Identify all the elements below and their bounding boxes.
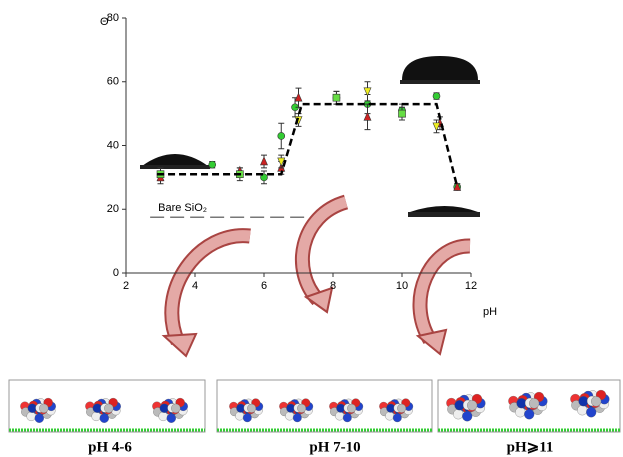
protein-atom bbox=[347, 403, 357, 413]
panel-label: pH⩾11 bbox=[507, 439, 554, 455]
protein-atom bbox=[99, 413, 109, 423]
protein-atom bbox=[285, 411, 295, 421]
arrow-head bbox=[303, 286, 334, 314]
arrow bbox=[296, 196, 348, 304]
protein-atom bbox=[335, 411, 345, 421]
point bbox=[260, 173, 268, 182]
y-tick-label: 0 bbox=[113, 267, 119, 279]
protein-atom bbox=[397, 403, 407, 413]
protein-atom bbox=[242, 413, 252, 423]
y-tick-label: 80 bbox=[107, 12, 119, 24]
protein-atom bbox=[467, 400, 478, 411]
droplets bbox=[140, 56, 480, 217]
x-tick-label: 4 bbox=[192, 280, 198, 292]
point bbox=[432, 92, 441, 100]
protein-atom bbox=[342, 413, 352, 423]
arrow-head bbox=[161, 332, 198, 358]
y-tick-label: 40 bbox=[107, 139, 119, 151]
protein-atom bbox=[158, 411, 168, 422]
point bbox=[277, 157, 286, 167]
point bbox=[453, 181, 462, 191]
protein-atom bbox=[91, 411, 101, 422]
point bbox=[260, 156, 268, 166]
point bbox=[398, 109, 406, 118]
point bbox=[332, 93, 341, 102]
panel-label: pH 7-10 bbox=[309, 439, 360, 455]
point bbox=[363, 87, 372, 97]
plot-frame bbox=[125, 18, 471, 274]
protein-atom bbox=[529, 398, 540, 409]
arrow bbox=[164, 228, 251, 346]
panel-label: pH 4-6 bbox=[88, 439, 132, 455]
y-tick-label: 60 bbox=[107, 76, 119, 88]
arrow bbox=[414, 240, 471, 343]
reference-label: Bare SiO₂ bbox=[158, 202, 207, 214]
protein-atom bbox=[515, 407, 526, 418]
protein-atom bbox=[462, 411, 473, 422]
protein-atom bbox=[247, 403, 257, 413]
protein-atom bbox=[34, 413, 44, 423]
protein-atom bbox=[171, 403, 181, 413]
protein-atom bbox=[235, 411, 245, 421]
substrate bbox=[140, 165, 210, 169]
droplet bbox=[410, 206, 478, 212]
protein-atom bbox=[292, 413, 302, 423]
protein-panels bbox=[8, 379, 621, 433]
protein-atom bbox=[453, 409, 464, 420]
point bbox=[432, 122, 441, 132]
protein-atom bbox=[39, 403, 49, 413]
point bbox=[294, 92, 303, 102]
protein-atom bbox=[166, 413, 176, 423]
droplet bbox=[402, 56, 478, 80]
protein-atom bbox=[591, 396, 602, 407]
protein-atom bbox=[586, 407, 597, 418]
point bbox=[208, 160, 217, 169]
protein-atom bbox=[26, 411, 36, 422]
x-tick-label: 8 bbox=[330, 280, 336, 292]
arrow bbox=[166, 230, 251, 345]
x-tick-label: 6 bbox=[261, 280, 267, 292]
x-axis-label: pH bbox=[483, 306, 497, 318]
protein-atom bbox=[577, 405, 588, 416]
point bbox=[363, 111, 372, 121]
y-axis-label: Θ bbox=[100, 16, 109, 28]
x-tick-label: 12 bbox=[465, 280, 477, 292]
protein-atom bbox=[297, 403, 307, 413]
y-tick-label: 20 bbox=[107, 203, 119, 215]
substrate bbox=[400, 80, 480, 84]
protein-atom bbox=[104, 403, 114, 413]
droplet bbox=[142, 154, 208, 166]
point bbox=[277, 132, 286, 140]
arrows bbox=[161, 194, 471, 358]
x-tick-label: 10 bbox=[396, 280, 408, 292]
fit-line bbox=[157, 102, 459, 188]
substrate bbox=[408, 212, 480, 217]
protein-atom bbox=[385, 411, 395, 421]
protein-atom bbox=[392, 413, 402, 423]
x-tick-label: 2 bbox=[123, 280, 129, 292]
arrow-head bbox=[415, 328, 448, 356]
protein-atom bbox=[524, 409, 535, 420]
